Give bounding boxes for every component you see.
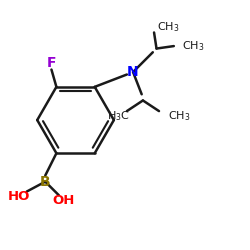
Text: CH$_3$: CH$_3$ [156, 21, 179, 34]
Text: CH$_3$: CH$_3$ [168, 110, 190, 124]
Text: B: B [40, 175, 50, 189]
Text: HO: HO [8, 190, 30, 203]
Text: F: F [47, 56, 56, 70]
Text: N: N [127, 65, 139, 79]
Text: H$_3$C: H$_3$C [107, 110, 130, 124]
Text: OH: OH [52, 194, 75, 207]
Text: CH$_3$: CH$_3$ [182, 39, 205, 53]
